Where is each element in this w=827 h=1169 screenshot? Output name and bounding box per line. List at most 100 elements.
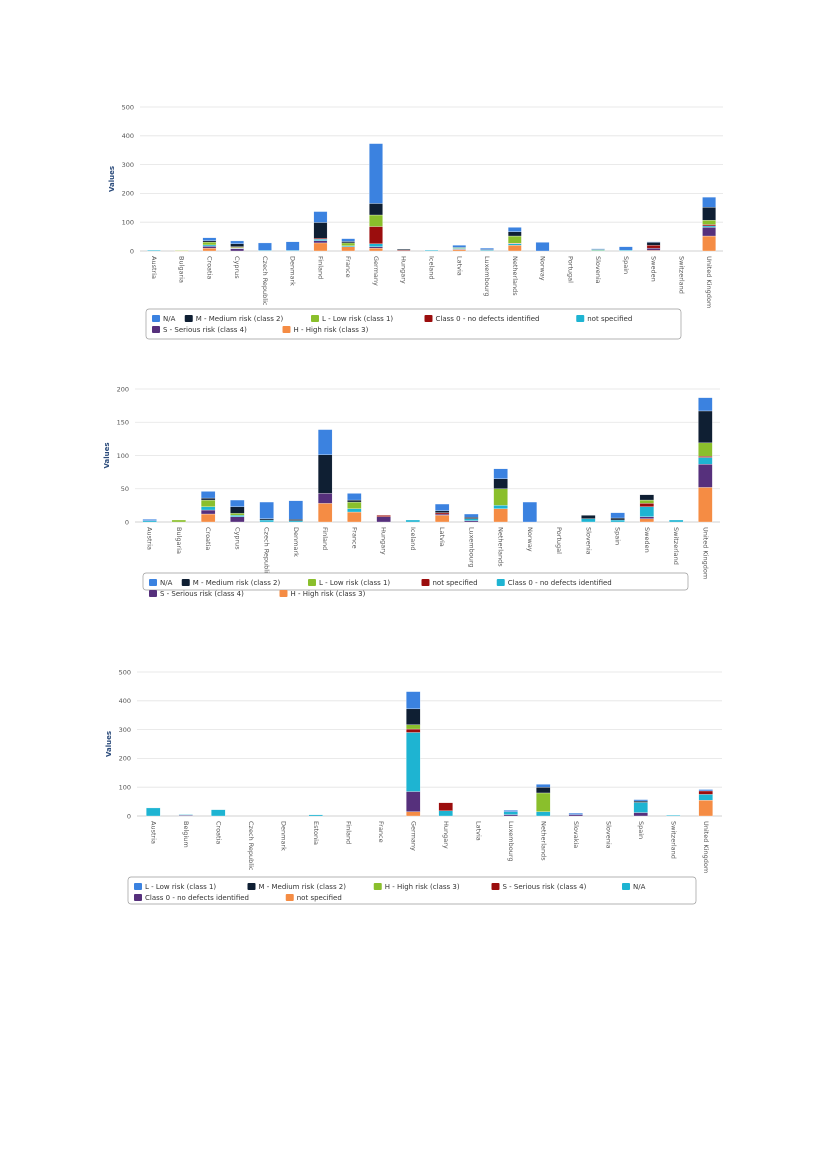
- bar-segment: [434, 503, 450, 511]
- legend-label: M - Medium risk (class 2): [259, 883, 347, 891]
- x-tick-label: Switzerland: [669, 821, 677, 859]
- x-tick-label: Cyprus: [233, 527, 241, 550]
- bar-segment: [313, 240, 328, 244]
- bar-segment: [536, 784, 551, 788]
- x-tick-label: Bulgaria: [178, 256, 186, 283]
- bar-segment: [230, 513, 245, 516]
- x-tick-label: Portugal: [566, 256, 574, 283]
- bar-segment: [522, 501, 538, 523]
- bar-segment: [610, 517, 625, 521]
- legend-box: [142, 572, 689, 591]
- bar-segment: [308, 814, 323, 817]
- bar-segment: [503, 811, 518, 815]
- bar-segment: [639, 506, 655, 517]
- bar-segment: [434, 512, 450, 515]
- bar-segment: [341, 241, 356, 244]
- bar-segment: [646, 241, 661, 243]
- bar-segment: [142, 519, 157, 521]
- bar-segment: [698, 442, 713, 457]
- bar-segment: [639, 499, 655, 504]
- x-tick-label: Austria: [150, 256, 158, 279]
- bar-segment: [668, 519, 684, 523]
- bar-segment: [211, 809, 226, 817]
- bar-segment: [347, 501, 362, 509]
- y-tick-label: 500: [119, 668, 131, 676]
- x-tick-label: Slovenia: [594, 256, 602, 284]
- legend-label: N/A: [163, 315, 176, 323]
- bar-segment: [698, 397, 713, 412]
- bar-segment: [507, 231, 522, 237]
- x-tick-label: Switzerland: [677, 256, 685, 294]
- bar-segment: [702, 225, 716, 228]
- legend-swatch: [421, 579, 430, 586]
- bar-segment: [646, 242, 661, 246]
- legend-swatch: [576, 315, 585, 322]
- y-axis-title: Values: [108, 166, 116, 192]
- bar-segment: [202, 237, 217, 241]
- legend-swatch: [373, 883, 382, 890]
- legend-swatch: [279, 590, 288, 597]
- x-tick-label: Sweden: [643, 527, 651, 553]
- x-tick-label: Croatia: [204, 527, 212, 550]
- y-tick-label: 150: [117, 419, 129, 427]
- bar-segment: [581, 515, 596, 519]
- legend-label: S - Serious risk (class 4): [503, 883, 587, 891]
- bar-segment: [698, 410, 713, 444]
- x-tick-label: Croatia: [205, 256, 213, 279]
- x-tick-label: Portugal: [555, 527, 563, 554]
- bar-segment: [503, 814, 518, 817]
- x-tick-label: Spain: [622, 256, 630, 274]
- legend-label: not specified: [587, 315, 632, 323]
- bar-segment: [424, 249, 439, 252]
- bar-segment: [406, 724, 421, 730]
- bar-segment: [369, 226, 383, 244]
- bar-segment: [610, 512, 625, 519]
- bar-segment: [639, 494, 655, 501]
- bar-segment: [639, 516, 655, 519]
- bar-segment: [633, 799, 648, 802]
- y-tick-label: 400: [119, 697, 131, 705]
- bar-segment: [142, 520, 157, 523]
- bar-segment: [698, 790, 713, 795]
- x-tick-label: Finland: [316, 256, 324, 279]
- bar-segment: [536, 811, 551, 817]
- bar-segment: [493, 488, 508, 506]
- x-tick-label: United Kingdom: [702, 821, 710, 873]
- x-tick-label: Netherlands: [497, 527, 505, 567]
- bar-segment: [200, 506, 216, 511]
- x-tick-label: Estonia: [312, 821, 320, 845]
- x-tick-label: Croatia: [214, 821, 222, 844]
- legend-label: not specified: [433, 579, 478, 587]
- x-tick-label: Denmark: [279, 821, 287, 851]
- bar-segment: [178, 814, 193, 816]
- bar-segment: [347, 511, 362, 523]
- legend-label: N/A: [633, 883, 646, 891]
- legend-swatch: [181, 579, 190, 586]
- bar-segment: [493, 505, 508, 509]
- bar-segment: [507, 227, 522, 232]
- legend-swatch: [152, 315, 160, 322]
- x-tick-label: Hungary: [442, 821, 450, 849]
- bar-segment: [568, 812, 583, 815]
- bar-segment: [434, 513, 450, 516]
- x-tick-label: Luxembourg: [507, 821, 515, 862]
- x-tick-label: Spain: [614, 527, 622, 545]
- bar-segment: [666, 814, 681, 817]
- x-tick-label: Germany: [409, 821, 417, 851]
- legend-box: [127, 876, 697, 905]
- bar-segment: [698, 800, 713, 817]
- x-tick-label: Iceland: [409, 527, 417, 551]
- bar-segment: [230, 515, 245, 517]
- legend-swatch: [308, 579, 316, 586]
- bar-segment: [396, 249, 411, 251]
- legend-swatch: [149, 579, 157, 586]
- bar-segment: [200, 509, 216, 515]
- bar-segment: [646, 245, 661, 249]
- bar-segment: [698, 456, 713, 458]
- bar-segment: [406, 728, 421, 733]
- x-tick-label: Czech Republic: [247, 821, 255, 871]
- y-tick-label: 200: [117, 385, 129, 393]
- x-tick-label: Sweden: [650, 256, 658, 282]
- bar-segment: [347, 493, 362, 501]
